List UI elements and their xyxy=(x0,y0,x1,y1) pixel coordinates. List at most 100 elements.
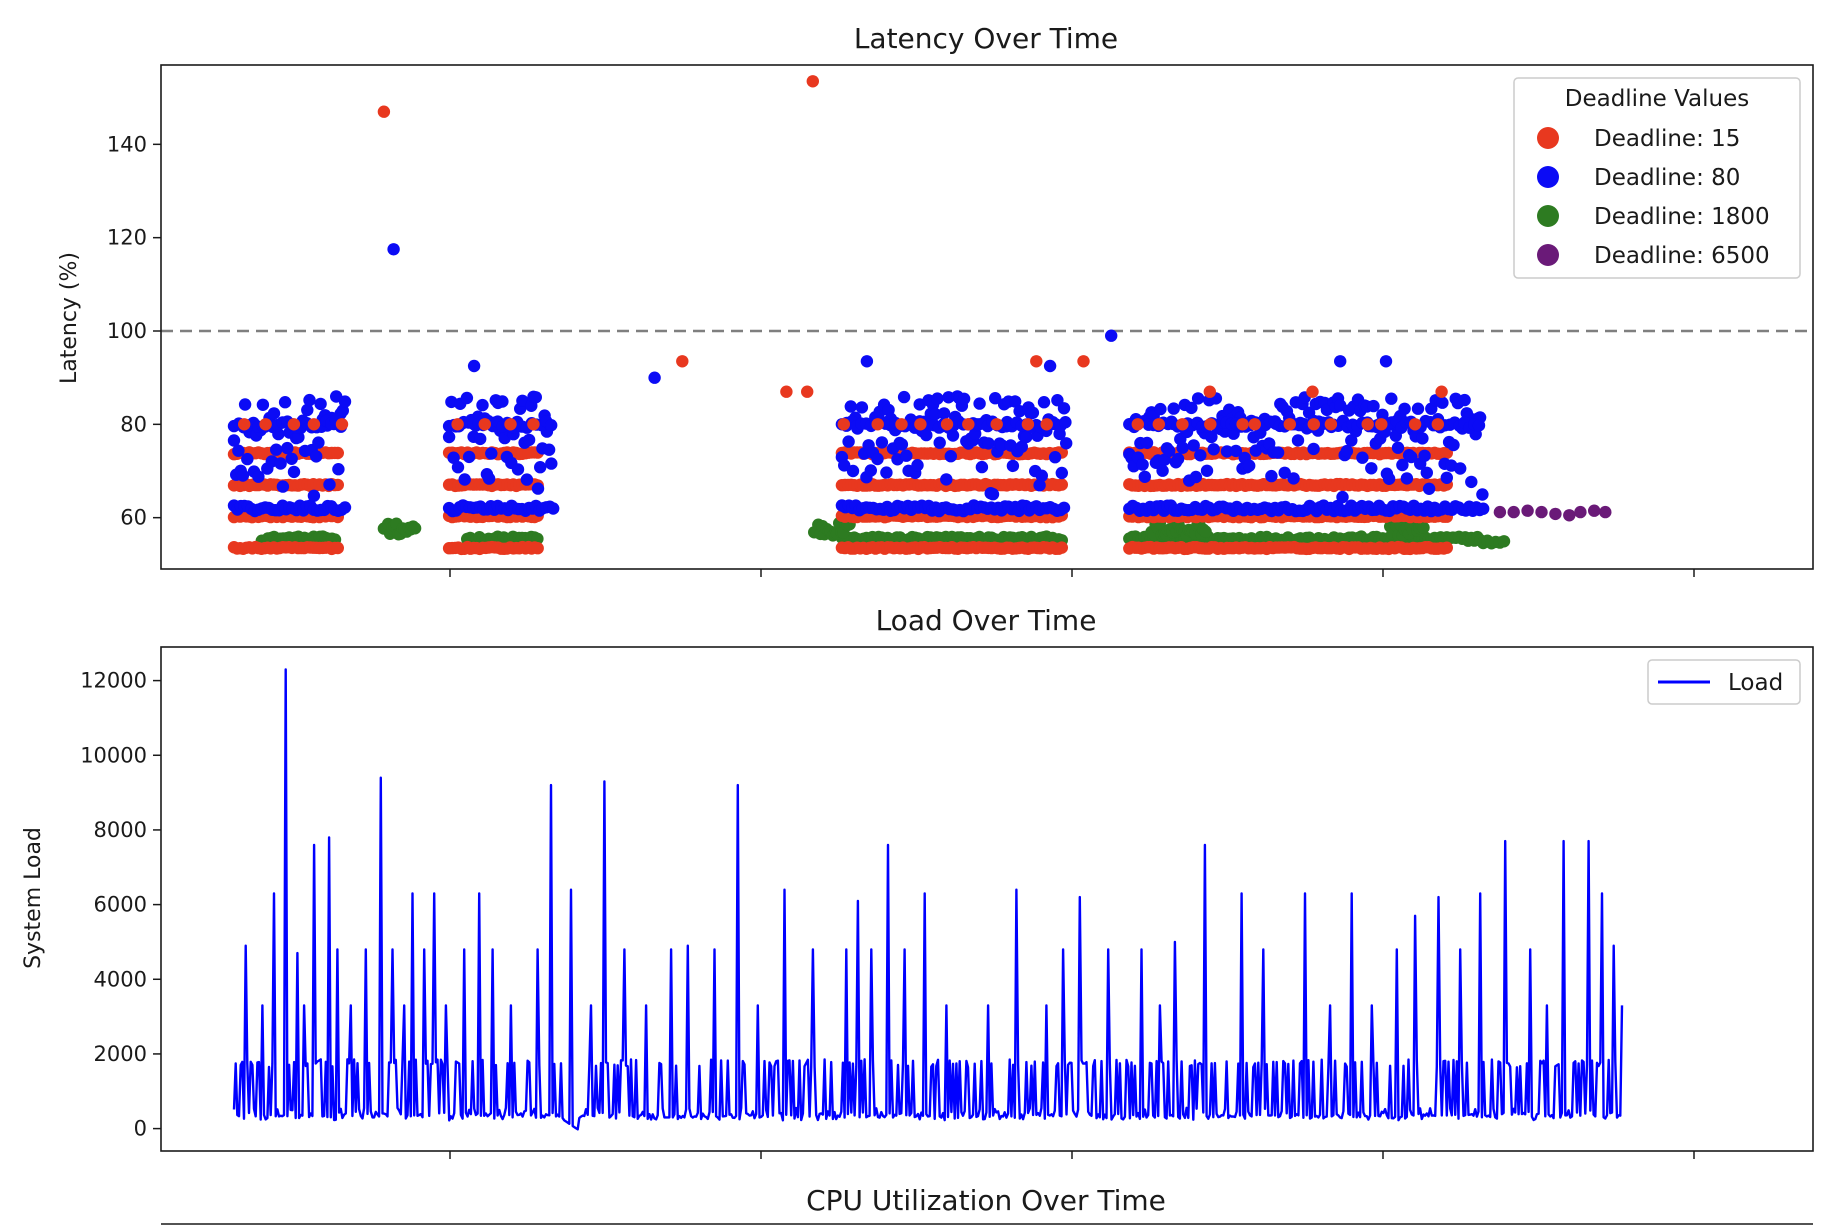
scatter-point-deadline-1800 xyxy=(1497,535,1511,548)
scatter-point-deadline-80 xyxy=(1200,464,1214,477)
scatter-point-deadline-80 xyxy=(1207,443,1220,456)
scatter-point-deadline-6500 xyxy=(1599,505,1612,519)
scatter-point-deadline-80 xyxy=(267,407,281,420)
scatter-point-deadline-80 xyxy=(1006,459,1020,473)
scatter-point-deadline-80 xyxy=(1057,501,1071,514)
scatter-point-deadline-80 xyxy=(1136,458,1149,471)
scatter-outlier-deadline-80 xyxy=(860,355,874,368)
load-panel: Load Over Time System Load 0 2000 4000 6000… xyxy=(21,604,1814,1159)
scatter-point-deadline-80 xyxy=(1472,419,1486,432)
scatter-point-deadline-15 xyxy=(962,418,975,431)
scatter-point-deadline-80 xyxy=(1454,462,1467,475)
scatter-point-deadline-15 xyxy=(940,418,954,431)
scatter-point-deadline-80 xyxy=(460,391,474,405)
scatter-point-deadline-15 xyxy=(1431,418,1445,431)
scatter-point-deadline-80 xyxy=(1382,472,1396,485)
scatter-point-deadline-80 xyxy=(1458,393,1471,407)
scatter-point-deadline-80 xyxy=(474,432,487,446)
scatter-outlier-deadline-80 xyxy=(1043,359,1057,373)
latency-axes-frame xyxy=(160,64,1814,570)
scatter-point-deadline-80 xyxy=(1340,444,1354,458)
scatter-point-deadline-15 xyxy=(478,418,491,431)
scatter-point-deadline-80 xyxy=(534,461,547,474)
scatter-outlier-deadline-80 xyxy=(1334,355,1347,368)
scatter-point-deadline-80 xyxy=(545,457,558,470)
scatter-point-deadline-80 xyxy=(1265,469,1278,483)
scatter-point-deadline-80 xyxy=(1187,439,1200,452)
scatter-outlier-deadline-15 xyxy=(1030,355,1043,368)
scatter-point-deadline-80 xyxy=(522,433,536,447)
scatter-point-deadline-80 xyxy=(1447,438,1460,452)
scatter-point-deadline-80 xyxy=(957,392,971,405)
scatter-point-deadline-80 xyxy=(995,439,1008,452)
scatter-point-deadline-80 xyxy=(973,397,986,410)
scatter-point-deadline-80 xyxy=(846,464,860,478)
scatter-point-deadline-80 xyxy=(1396,458,1409,472)
scatter-point-deadline-80 xyxy=(871,452,884,466)
scatter-point-deadline-80 xyxy=(1194,449,1207,462)
scatter-point-deadline-80 xyxy=(1140,436,1154,450)
scatter-point-deadline-80 xyxy=(1405,450,1418,464)
legend-label-deadline-80: Deadline: 80 xyxy=(1594,165,1740,191)
latency-title: Latency Over Time xyxy=(854,22,1118,55)
scatter-point-deadline-80 xyxy=(1385,392,1398,405)
scatter-point-deadline-80 xyxy=(844,400,857,413)
load-ytick-label: 0 xyxy=(134,1117,147,1141)
load-ytick-label: 10000 xyxy=(80,743,147,767)
load-legend-box xyxy=(1647,659,1801,705)
scatter-outlier-deadline-15 xyxy=(1435,385,1448,398)
scatter-point-deadline-6500 xyxy=(1493,505,1507,519)
scatter-point-deadline-80 xyxy=(314,397,327,411)
scatter-point-deadline-80 xyxy=(1035,469,1049,482)
scatter-point-deadline-80 xyxy=(545,419,558,432)
scatter-point-deadline-80 xyxy=(241,452,254,466)
scatter-point-deadline-80 xyxy=(1191,392,1205,405)
scatter-point-deadline-15 xyxy=(331,541,344,555)
scatter-point-deadline-80 xyxy=(838,459,851,472)
scatter-point-deadline-80 xyxy=(281,441,294,455)
legend-marker-deadline-15 xyxy=(1537,127,1559,149)
scatter-point-deadline-15 xyxy=(1375,418,1388,431)
scatter-point-deadline-80 xyxy=(323,478,336,491)
scatter-point-deadline-15 xyxy=(895,418,908,431)
scatter-point-deadline-80 xyxy=(1278,466,1291,479)
scatter-point-deadline-80 xyxy=(1167,402,1180,415)
scatter-point-deadline-15 xyxy=(1248,418,1262,431)
load-line xyxy=(232,668,1624,1131)
scatter-point-deadline-15 xyxy=(287,418,301,431)
scatter-point-deadline-6500 xyxy=(1588,504,1601,517)
scatter-point-deadline-80 xyxy=(1037,396,1051,409)
scatter-point-deadline-15 xyxy=(238,418,251,431)
scatter-point-deadline-6500 xyxy=(1535,505,1548,519)
scatter-point-deadline-80 xyxy=(312,436,325,449)
scatter-outlier-deadline-80 xyxy=(467,359,481,373)
scatter-point-deadline-80 xyxy=(1416,432,1429,445)
scatter-point-deadline-15 xyxy=(990,418,1003,431)
legend-box xyxy=(1513,77,1801,279)
scatter-point-deadline-80 xyxy=(547,502,560,515)
scatter-point-deadline-80 xyxy=(875,436,889,449)
latency-scatter-marks xyxy=(227,75,1612,556)
scatter-point-deadline-80 xyxy=(1345,434,1358,447)
scatter-point-deadline-80 xyxy=(496,395,509,408)
scatter-point-deadline-6500 xyxy=(1574,505,1587,519)
scatter-point-deadline-80 xyxy=(285,452,298,465)
scatter-point-deadline-80 xyxy=(1026,406,1040,419)
scatter-point-deadline-80 xyxy=(986,488,1000,501)
scatter-point-deadline-80 xyxy=(1336,490,1349,504)
scatter-point-deadline-80 xyxy=(270,443,283,456)
load-ytick-label: 2000 xyxy=(94,1042,147,1066)
scatter-point-deadline-15 xyxy=(1361,418,1374,431)
scatter-point-deadline-1800 xyxy=(408,522,422,535)
scatter-point-deadline-80 xyxy=(310,450,323,463)
scatter-point-deadline-80 xyxy=(1059,416,1072,429)
scatter-point-deadline-80 xyxy=(1060,437,1073,450)
scatter-point-deadline-80 xyxy=(1163,444,1176,458)
cpu-panel: CPU Utilization Over Time xyxy=(161,1184,1813,1225)
scatter-outlier-deadline-80 xyxy=(1105,329,1118,342)
scatter-point-deadline-80 xyxy=(236,469,250,482)
legend-title: Deadline Values xyxy=(1565,86,1750,112)
scatter-point-deadline-15 xyxy=(527,418,540,431)
scatter-point-deadline-80 xyxy=(900,449,913,462)
